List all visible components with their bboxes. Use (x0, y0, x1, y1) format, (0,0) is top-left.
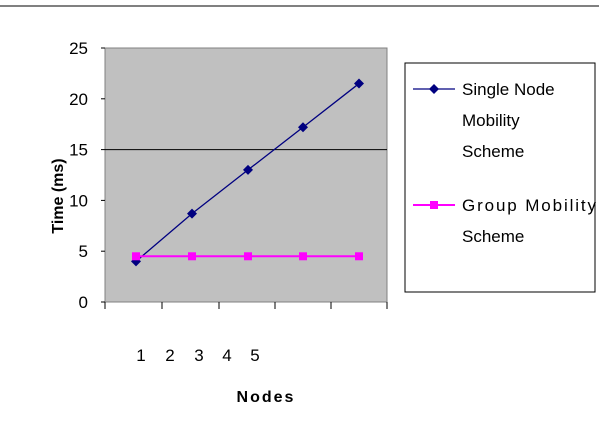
data-point (187, 208, 197, 219)
plot-area (104, 47, 388, 303)
data-point (243, 164, 253, 175)
y-axis-title: Time (ms) (50, 158, 67, 233)
legend: Single Node Mobility Scheme Group Mobility S… (404, 62, 597, 293)
y-tick-label: 0 (79, 293, 88, 312)
x-tick-label: 4 (222, 346, 231, 365)
data-point (132, 252, 140, 261)
legend-label: Group Mobility (462, 196, 597, 215)
data-point (355, 252, 363, 261)
data-point (298, 122, 308, 133)
y-tick-label: 25 (69, 39, 88, 58)
data-point (354, 78, 364, 89)
x-tick-label: 1 (136, 346, 145, 365)
data-point (244, 252, 252, 261)
legend-marker (430, 201, 438, 209)
y-tick-label: 5 (79, 242, 88, 261)
x-tick-label: 3 (194, 346, 203, 365)
y-tick-label: 20 (69, 90, 88, 109)
x-axis (104, 302, 388, 309)
x-tick-label: 2 (165, 346, 174, 365)
legend-marker (429, 84, 439, 94)
legend-box (404, 62, 596, 293)
legend-label: Single Node (462, 80, 555, 99)
series-layer (131, 78, 364, 267)
legend-label: Mobility (462, 111, 520, 130)
legend-label: Scheme (462, 227, 524, 246)
y-tick-label: 10 (69, 191, 88, 210)
data-point (188, 252, 196, 261)
legend-label: Scheme (462, 142, 524, 161)
x-tick-label: 5 (250, 346, 259, 365)
data-point (299, 252, 307, 261)
y-tick-label: 15 (69, 141, 88, 160)
x-axis-title: Nodes (237, 389, 296, 406)
y-axis: 0 5 10 15 20 25 (69, 39, 105, 312)
